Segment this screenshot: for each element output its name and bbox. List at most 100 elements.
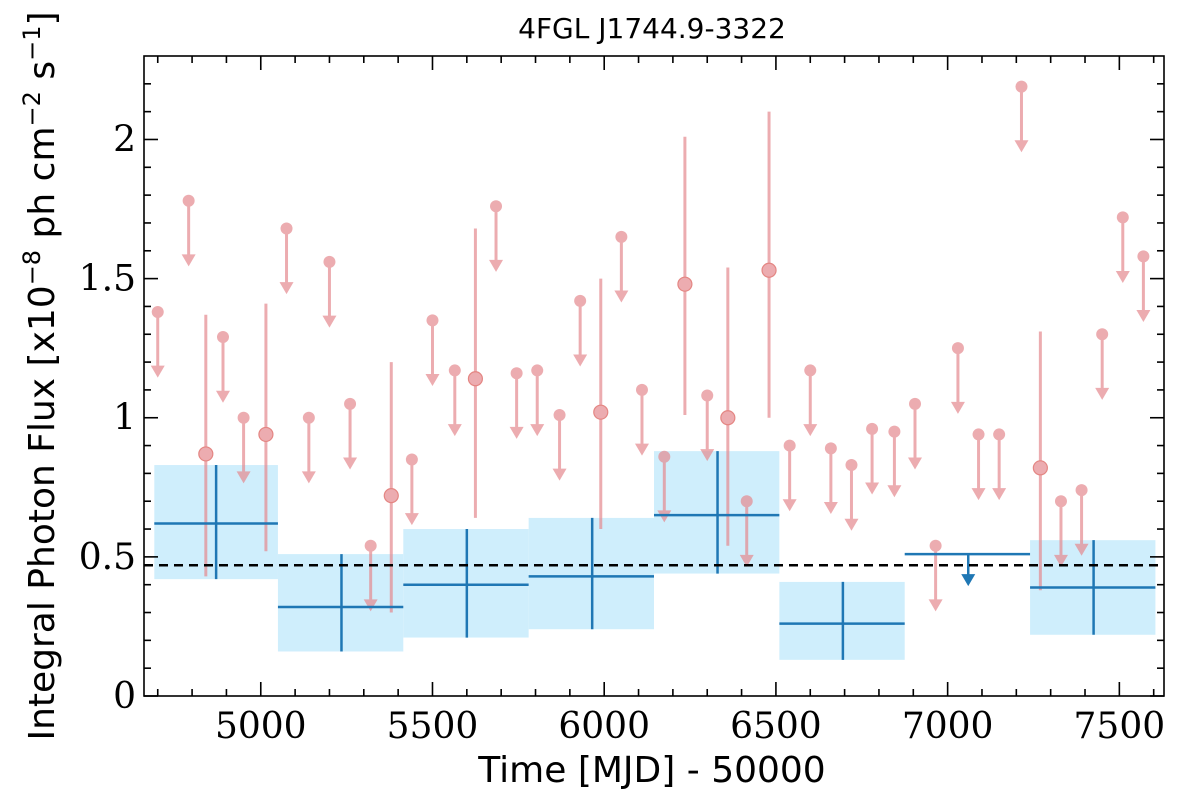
upper-limit-point — [824, 442, 837, 455]
upper-limit-point — [448, 364, 461, 377]
upper-limit-marker — [950, 342, 965, 414]
upper-limit-marker — [489, 200, 504, 272]
upper-limit-marker — [236, 411, 251, 484]
upper-limit-marker — [971, 428, 986, 501]
upper-limit-arrowhead — [950, 401, 965, 414]
detection-point — [467, 371, 484, 387]
x-tick-label: 6500 — [730, 706, 822, 747]
upper-limit-point — [151, 306, 164, 318]
upper-limit-point — [909, 397, 922, 410]
upper-limit-marker — [447, 364, 462, 437]
y-axis-title-part3: s — [22, 61, 63, 91]
upper-limit-arrowhead — [992, 488, 1007, 501]
upper-limit-arrowhead — [279, 282, 294, 295]
detection-marker — [593, 278, 609, 530]
upper-limit-arrowhead — [150, 365, 165, 378]
upper-limit-arrowhead — [908, 457, 923, 470]
upper-limit-point — [635, 383, 648, 396]
upper-limit-point — [993, 428, 1006, 441]
y-axis-title: Integral Photon Flux [x10−8 ph cm−2 s−1] — [18, 11, 63, 740]
axis-ticks — [144, 56, 1164, 697]
upper-limit-point — [344, 397, 357, 410]
upper-limit-arrowhead — [530, 424, 545, 437]
y-tick-label: 1.5 — [79, 259, 136, 300]
upper-limit-arrowhead — [1074, 543, 1089, 556]
upper-limit-arrowhead — [404, 513, 419, 526]
upper-limit-arrowhead — [181, 254, 196, 267]
upper-limit-arrowhead — [803, 424, 818, 437]
upper-limit-marker — [1074, 484, 1089, 556]
upper-limit-marker — [530, 364, 545, 437]
upper-limit-arrowhead — [322, 315, 337, 328]
upper-limit-arrowhead — [1095, 387, 1110, 400]
upper-limit-point — [280, 222, 293, 235]
upper-limit-marker — [614, 230, 629, 303]
upper-limit-marker — [887, 425, 902, 498]
upper-limit-point — [888, 425, 901, 438]
detection-point — [383, 488, 399, 504]
upper-limit-marker — [573, 294, 588, 367]
upper-limit-point — [1096, 328, 1109, 341]
upper-limit-marker — [150, 306, 165, 378]
detection-point — [593, 404, 609, 420]
upper-limit-point — [237, 411, 250, 424]
upper-limit-arrowhead — [823, 502, 838, 514]
upper-limit-point — [783, 439, 796, 452]
y-axis-title-end: ] — [22, 11, 63, 25]
detection-marker — [198, 314, 214, 577]
upper-limit-point — [701, 389, 714, 402]
upper-limit-point — [426, 314, 439, 327]
upper-limit-arrowhead — [614, 290, 629, 303]
upper-limit-marker — [700, 389, 715, 462]
upper-limit-point — [364, 539, 377, 552]
upper-limit-arrowhead — [363, 599, 378, 612]
long-bin-ul-arrowhead — [961, 574, 976, 587]
upper-limit-marker — [425, 314, 440, 386]
upper-limit-marker — [404, 453, 419, 526]
y-tick-label: 0 — [113, 676, 136, 717]
upper-limit-point — [658, 450, 671, 463]
upper-limit-marker — [363, 539, 378, 612]
upper-limit-point — [216, 331, 229, 344]
upper-limit-marker — [1136, 250, 1151, 322]
upper-limit-arrowhead — [236, 471, 251, 484]
upper-limit-arrowhead — [739, 554, 754, 567]
detection-point — [677, 276, 693, 292]
detection-point — [1032, 460, 1048, 476]
upper-limit-point — [845, 459, 858, 472]
upper-limit-arrowhead — [301, 471, 316, 484]
upper-limit-marker — [908, 397, 923, 470]
upper-limit-arrowhead — [215, 390, 230, 403]
upper-limit-marker — [844, 459, 859, 531]
upper-limit-arrowhead — [782, 499, 797, 512]
plot-frame — [143, 55, 1165, 697]
upper-limit-arrowhead — [425, 374, 440, 386]
plot-area — [144, 80, 1164, 660]
upper-limit-point — [972, 428, 985, 441]
upper-limit-arrowhead — [928, 599, 943, 612]
upper-limit-point — [574, 294, 587, 307]
upper-limit-point — [182, 194, 195, 207]
upper-limit-arrowhead — [343, 457, 358, 470]
upper-limit-marker — [552, 408, 567, 481]
upper-limit-arrowhead — [489, 259, 504, 272]
upper-limit-marker — [823, 442, 838, 514]
upper-limit-point — [615, 230, 628, 243]
upper-limit-arrowhead — [1115, 271, 1130, 284]
upper-limit-point — [951, 342, 964, 355]
upper-limit-marker — [992, 428, 1007, 501]
upper-limit-marker — [803, 364, 818, 437]
upper-limit-point — [323, 255, 336, 268]
y-axis-title-exp3: −1 — [18, 26, 46, 61]
upper-limit-arrowhead — [844, 518, 859, 531]
upper-limit-marker — [1095, 328, 1110, 400]
upper-limit-point — [929, 539, 942, 552]
upper-limit-point — [510, 367, 523, 380]
upper-limit-point — [531, 364, 544, 377]
y-axis-title-part1: Integral Photon Flux [x10 — [22, 285, 63, 740]
detection-marker — [258, 303, 274, 552]
y-axis-title-exp1: −8 — [18, 250, 46, 285]
upper-limit-marker — [634, 383, 649, 456]
upper-limit-arrowhead — [509, 426, 524, 439]
